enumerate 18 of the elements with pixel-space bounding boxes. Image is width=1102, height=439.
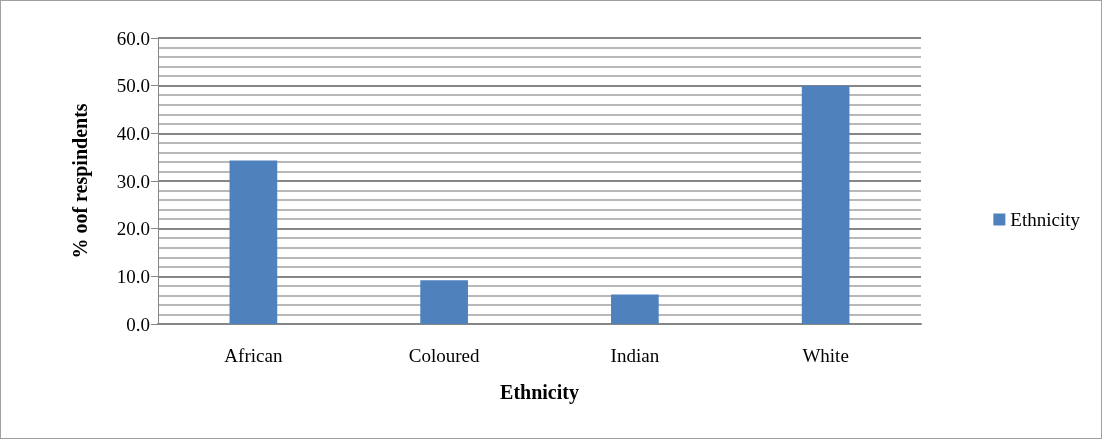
bar xyxy=(611,294,659,324)
bar xyxy=(420,280,468,324)
bar xyxy=(229,160,278,324)
x-tick-label: White xyxy=(802,345,849,366)
bar xyxy=(801,85,850,324)
x-tick-label: Indian xyxy=(610,345,660,366)
y-tick-label: 50.0 xyxy=(116,75,150,97)
y-axis-title: % oof respindents xyxy=(69,103,92,259)
y-tick-label: 20.0 xyxy=(116,218,150,240)
y-tick-label: 10.0 xyxy=(116,265,150,287)
y-tick-label: 40.0 xyxy=(116,122,150,144)
y-tick-label: 60.0 xyxy=(116,27,150,49)
x-axis-title: Ethnicity xyxy=(500,381,579,404)
y-tick-label: 30.0 xyxy=(116,170,150,192)
y-tick-label: 0.0 xyxy=(126,313,150,335)
legend-label: Ethnicity xyxy=(1010,209,1081,230)
x-tick-label: African xyxy=(224,345,283,366)
x-tick-label: Coloured xyxy=(408,345,480,366)
